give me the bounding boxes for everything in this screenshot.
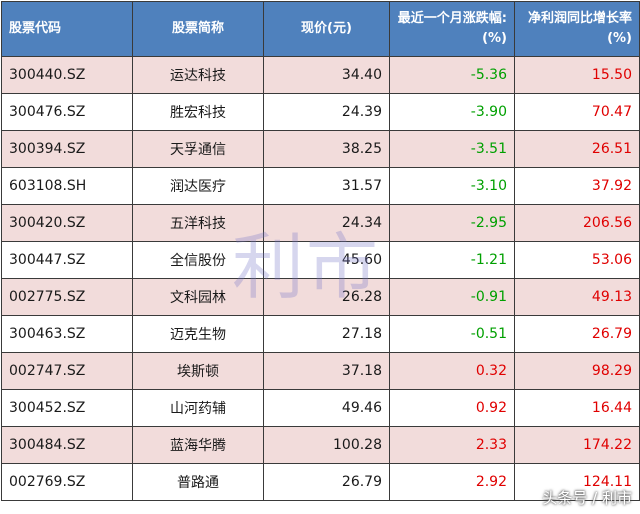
cell-monthly-change: -3.51 — [389, 130, 515, 168]
cell-stock-name: 运达科技 — [132, 56, 264, 94]
cell-monthly-change: 0.92 — [389, 389, 515, 427]
header-stock-name: 股票简称 — [132, 1, 264, 57]
header-stock-code: 股票代码 — [1, 1, 133, 57]
table-row: 300420.SZ 五洋科技 24.34 -2.95 206.56 — [1, 204, 640, 242]
credit-label: 头条号 / 利市 — [542, 489, 632, 507]
table-body: 300440.SZ 运达科技 34.40 -5.36 15.50 300476.SZ 胜宏科… — [1, 56, 640, 501]
cell-monthly-change: -0.51 — [389, 315, 515, 353]
table-row: 002775.SZ 文科园林 26.28 -0.91 49.13 — [1, 278, 640, 316]
stock-table: 股票代码 股票简称 现价(元) 最近一个月涨跌幅:(%) 净利润同比增长率(%)… — [1, 1, 640, 501]
cell-monthly-change: -1.21 — [389, 241, 515, 279]
table-row: 300452.SZ 山河药辅 49.46 0.92 16.44 — [1, 389, 640, 427]
cell-profit-growth: 26.51 — [514, 130, 640, 168]
cell-profit-growth: 174.22 — [514, 426, 640, 464]
cell-price: 37.18 — [263, 352, 390, 390]
cell-stock-name: 天孚通信 — [132, 130, 264, 168]
cell-stock-name: 胜宏科技 — [132, 93, 264, 131]
cell-monthly-change: 2.92 — [389, 463, 515, 501]
table-header-row: 股票代码 股票简称 现价(元) 最近一个月涨跌幅:(%) 净利润同比增长率(%) — [1, 1, 640, 57]
cell-price: 38.25 — [263, 130, 390, 168]
cell-stock-code: 002747.SZ — [1, 352, 133, 390]
cell-stock-code: 603108.SH — [1, 167, 133, 205]
table-row: 002769.SZ 普路通 26.79 2.92 124.11 — [1, 463, 640, 501]
cell-profit-growth: 49.13 — [514, 278, 640, 316]
cell-monthly-change: -2.95 — [389, 204, 515, 242]
cell-stock-code: 300484.SZ — [1, 426, 133, 464]
cell-price: 26.79 — [263, 463, 390, 501]
table-row: 002747.SZ 埃斯顿 37.18 0.32 98.29 — [1, 352, 640, 390]
cell-stock-code: 002775.SZ — [1, 278, 133, 316]
cell-price: 49.46 — [263, 389, 390, 427]
cell-price: 45.60 — [263, 241, 390, 279]
cell-stock-code: 300463.SZ — [1, 315, 133, 353]
cell-profit-growth: 37.92 — [514, 167, 640, 205]
cell-price: 100.28 — [263, 426, 390, 464]
cell-stock-code: 300452.SZ — [1, 389, 133, 427]
cell-monthly-change: -0.91 — [389, 278, 515, 316]
cell-stock-code: 002769.SZ — [1, 463, 133, 501]
table-row: 300394.SZ 天孚通信 38.25 -3.51 26.51 — [1, 130, 640, 168]
cell-stock-name: 润达医疗 — [132, 167, 264, 205]
table-row: 300476.SZ 胜宏科技 24.39 -3.90 70.47 — [1, 93, 640, 131]
cell-stock-name: 文科园林 — [132, 278, 264, 316]
cell-stock-name: 迈克生物 — [132, 315, 264, 353]
cell-stock-name: 普路通 — [132, 463, 264, 501]
cell-profit-growth: 124.11 — [514, 463, 640, 501]
cell-monthly-change: -3.10 — [389, 167, 515, 205]
cell-monthly-change: 0.32 — [389, 352, 515, 390]
cell-monthly-change: -3.90 — [389, 93, 515, 131]
cell-stock-code: 300447.SZ — [1, 241, 133, 279]
cell-stock-code: 300420.SZ — [1, 204, 133, 242]
table-row: 300484.SZ 蓝海华腾 100.28 2.33 174.22 — [1, 426, 640, 464]
cell-stock-name: 埃斯顿 — [132, 352, 264, 390]
cell-stock-code: 300440.SZ — [1, 56, 133, 94]
cell-profit-growth: 26.79 — [514, 315, 640, 353]
cell-stock-code: 300394.SZ — [1, 130, 133, 168]
cell-stock-name: 山河药辅 — [132, 389, 264, 427]
cell-profit-growth: 53.06 — [514, 241, 640, 279]
cell-stock-name: 全信股份 — [132, 241, 264, 279]
cell-stock-name: 五洋科技 — [132, 204, 264, 242]
table-row: 603108.SH 润达医疗 31.57 -3.10 37.92 — [1, 167, 640, 205]
table-row: 300440.SZ 运达科技 34.40 -5.36 15.50 — [1, 56, 640, 94]
header-current-price: 现价(元) — [263, 1, 390, 57]
header-profit-growth: 净利润同比增长率(%) — [514, 1, 640, 57]
cell-monthly-change: -5.36 — [389, 56, 515, 94]
header-monthly-change: 最近一个月涨跌幅:(%) — [389, 1, 515, 57]
cell-price: 26.28 — [263, 278, 390, 316]
cell-price: 27.18 — [263, 315, 390, 353]
cell-profit-growth: 98.29 — [514, 352, 640, 390]
cell-profit-growth: 15.50 — [514, 56, 640, 94]
table-row: 300447.SZ 全信股份 45.60 -1.21 53.06 — [1, 241, 640, 279]
table-row: 300463.SZ 迈克生物 27.18 -0.51 26.79 — [1, 315, 640, 353]
cell-stock-name: 蓝海华腾 — [132, 426, 264, 464]
cell-profit-growth: 70.47 — [514, 93, 640, 131]
cell-price: 24.39 — [263, 93, 390, 131]
cell-stock-code: 300476.SZ — [1, 93, 133, 131]
cell-price: 24.34 — [263, 204, 390, 242]
cell-price: 34.40 — [263, 56, 390, 94]
cell-monthly-change: 2.33 — [389, 426, 515, 464]
cell-profit-growth: 16.44 — [514, 389, 640, 427]
cell-profit-growth: 206.56 — [514, 204, 640, 242]
cell-price: 31.57 — [263, 167, 390, 205]
